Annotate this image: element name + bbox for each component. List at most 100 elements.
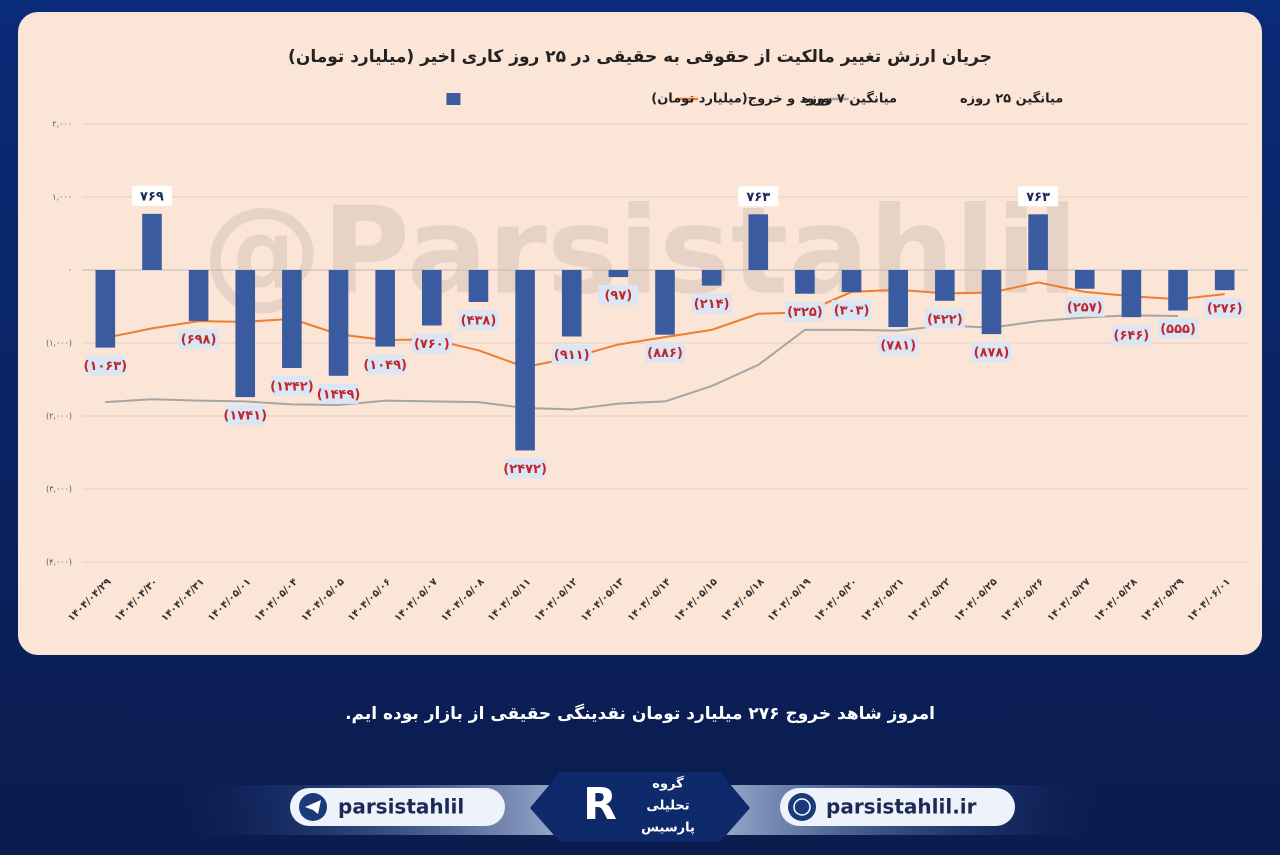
- value-label: ۷۶۹: [140, 189, 164, 204]
- value-label: (۸۷۸): [974, 346, 1010, 361]
- bar: [142, 213, 162, 270]
- value-label-box: [271, 375, 312, 396]
- chart-card: [18, 12, 1262, 655]
- value-label: (۱۰۶۳): [84, 359, 128, 374]
- y-tick-label: ۰: [68, 266, 72, 275]
- website-pill: [780, 788, 1015, 826]
- value-label: (۱۴۴۹): [317, 387, 361, 402]
- bar: [888, 270, 908, 328]
- value-label-box: [1204, 298, 1245, 319]
- legend-label: ورود و خروج(میلیارد تومان): [651, 92, 830, 107]
- value-label: (۲۷۶): [1207, 302, 1243, 317]
- value-label: (۹۱۱): [554, 348, 590, 363]
- telegram-plane: [305, 800, 321, 814]
- y-tick-label: (۲,۰۰۰): [46, 412, 72, 421]
- bar: [468, 270, 489, 302]
- bar: [1121, 270, 1142, 318]
- bar: [282, 270, 302, 368]
- globe-line: [793, 798, 811, 816]
- value-label: (۷۶۰): [414, 337, 450, 352]
- y-tick-label: ۲,۰۰۰: [52, 120, 72, 129]
- value-label-box: [1064, 296, 1105, 317]
- telegram-pill: [290, 788, 505, 826]
- value-label: (۱۰۴۹): [363, 358, 407, 373]
- value-label-box: [178, 328, 219, 349]
- value-label: (۴۲۲): [927, 312, 963, 327]
- bar: [328, 270, 349, 376]
- value-label-box: [458, 309, 499, 330]
- value-label-box: [924, 308, 965, 329]
- bar: [701, 270, 722, 286]
- logo-mark: R: [583, 779, 617, 830]
- value-label-box: [691, 293, 732, 314]
- value-label-box: [878, 335, 919, 356]
- value-label: (۳۲۵): [787, 305, 823, 320]
- telegram-handle: parsistahlil: [338, 795, 464, 819]
- value-label: (۳۰۳): [834, 304, 870, 319]
- caption: امروز شاهد خروج ۲۷۶ میلیارد تومان نقدینگ…: [345, 703, 935, 724]
- logo-text: گروه: [652, 776, 684, 792]
- bar: [422, 270, 442, 326]
- value-label: ۷۶۳: [746, 190, 770, 205]
- logo-text: پارسیس: [641, 821, 695, 836]
- bar: [375, 270, 395, 347]
- bar: [515, 270, 535, 451]
- bar: [841, 270, 862, 293]
- bar: [748, 214, 769, 270]
- bar: [608, 270, 629, 278]
- value-label-box: [85, 355, 126, 376]
- bar: [95, 270, 116, 348]
- value-label: (۶۴۶): [1114, 329, 1150, 344]
- value-label-box: [831, 300, 872, 321]
- value-label-box: [738, 186, 779, 207]
- value-label-box: [971, 342, 1012, 363]
- value-label-box: [365, 354, 406, 375]
- globe-icon: [788, 793, 816, 821]
- value-label-box: [645, 342, 685, 363]
- value-label-box: [598, 285, 639, 306]
- bar: [935, 270, 955, 301]
- value-label: (۵۵۵): [1160, 322, 1196, 337]
- value-label: (۴۳۸): [461, 313, 497, 328]
- value-label: (۷۸۱): [880, 339, 916, 354]
- value-label-box: [225, 405, 266, 426]
- logo-plate: [530, 772, 750, 842]
- value-label-box: [131, 185, 172, 206]
- value-label: (۹۷): [604, 289, 632, 304]
- value-label-box: [318, 383, 359, 404]
- bar: [561, 270, 582, 337]
- value-label: (۲۴۷۲): [503, 462, 547, 477]
- bar: [1028, 214, 1048, 270]
- value-label: (۲۱۴): [694, 297, 730, 312]
- legend-label: میانگین ۲۵ روزه: [960, 91, 1063, 107]
- value-label: (۶۹۸): [181, 332, 217, 347]
- value-label: (۱۳۴۲): [270, 379, 314, 394]
- value-label-box: [551, 344, 592, 365]
- chart-title: جریان ارزش تغییر مالکیت از حقوقی به حقیق…: [288, 47, 992, 67]
- bar: [1074, 270, 1095, 289]
- bar: [981, 270, 1002, 335]
- value-label-box: [1158, 318, 1199, 339]
- value-label-box: [784, 301, 825, 322]
- bar: [188, 270, 209, 321]
- y-tick-label: (۱,۰۰۰): [46, 339, 72, 348]
- value-label: (۱۷۴۱): [223, 409, 267, 424]
- bar: [1214, 270, 1235, 291]
- value-label-box: [505, 458, 546, 479]
- bar: [795, 270, 815, 294]
- value-label-box: [411, 333, 452, 354]
- y-tick-label: (۳,۰۰۰): [46, 485, 72, 494]
- legend-swatch: [446, 93, 461, 105]
- y-tick-label: (۴,۰۰۰): [46, 558, 72, 567]
- value-label-box: [1111, 325, 1152, 346]
- y-tick-label: ۱,۰۰۰: [52, 193, 72, 202]
- value-label: (۲۵۷): [1067, 300, 1103, 315]
- value-label: ۷۶۳: [1026, 190, 1050, 205]
- bar: [235, 270, 256, 398]
- logo-text: تحلیلی: [646, 799, 689, 814]
- bar: [1168, 270, 1188, 311]
- legend-label: میانگین ۷ روزه: [802, 91, 897, 107]
- value-label: (۸۸۶): [647, 346, 683, 361]
